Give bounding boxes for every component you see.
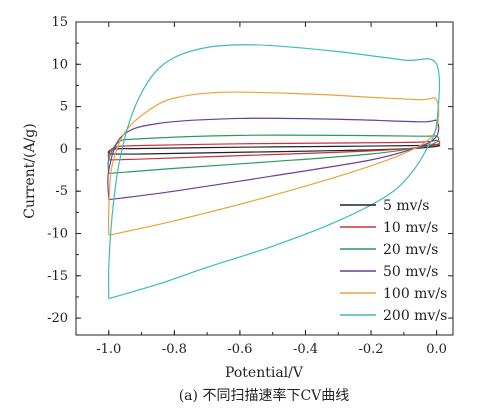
x-tick-label: -0.4 bbox=[293, 342, 318, 357]
y-tick-label: 15 bbox=[51, 15, 68, 30]
y-tick-label: -20 bbox=[47, 311, 68, 326]
y-tick-label: -10 bbox=[47, 226, 68, 241]
y-tick-label: 10 bbox=[51, 57, 68, 72]
legend-label-0: 5 mv/s bbox=[383, 198, 429, 214]
legend-label-1: 10 mv/s bbox=[383, 220, 438, 236]
x-tick-label: -0.8 bbox=[162, 342, 187, 357]
legend-label-4: 100 mv/s bbox=[383, 286, 447, 302]
x-tick-label: -0.6 bbox=[227, 342, 252, 357]
figure-caption: (a) 不同扫描速率下CV曲线 bbox=[179, 387, 350, 404]
x-axis-title: Potential/V bbox=[225, 365, 304, 381]
y-axis-title: Current/(A/g) bbox=[22, 123, 38, 218]
y-tick-label: -15 bbox=[47, 269, 68, 284]
series-line-5 bbox=[107, 44, 441, 300]
y-tick-label: 5 bbox=[60, 100, 68, 115]
y-tick-label: -5 bbox=[55, 184, 68, 199]
series-line-4 bbox=[107, 91, 440, 236]
x-tick-label: -0.2 bbox=[359, 342, 384, 357]
x-tick-label: -1.0 bbox=[96, 342, 121, 357]
legend-label-2: 20 mv/s bbox=[383, 242, 438, 258]
x-tick-label: 0.0 bbox=[426, 342, 447, 357]
plot-frame bbox=[75, 21, 454, 336]
series-line-3 bbox=[107, 117, 440, 201]
legend-label-5: 200 mv/s bbox=[383, 308, 447, 324]
y-tick-label: 0 bbox=[60, 142, 68, 157]
legend-label-3: 50 mv/s bbox=[383, 264, 438, 280]
